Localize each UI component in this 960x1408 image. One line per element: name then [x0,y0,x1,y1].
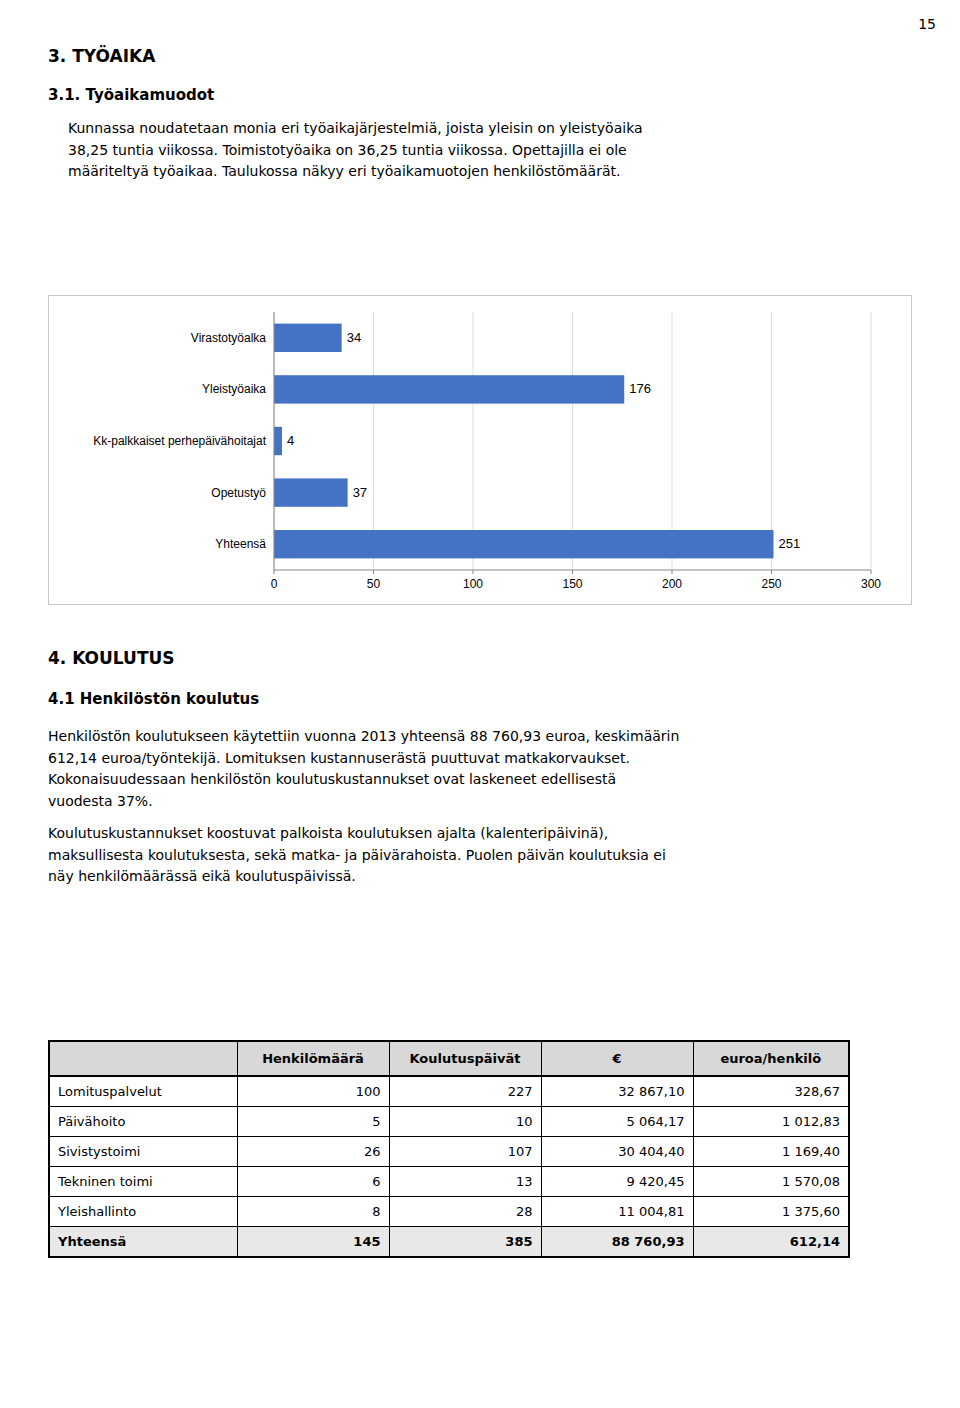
tick-label: 150 [562,577,582,591]
data-label: 34 [347,330,361,345]
table-cell: 1 012,83 [693,1107,849,1137]
table-cell: 8 [237,1197,389,1227]
grid-line [274,312,275,570]
tick-label: 200 [662,577,682,591]
body-text: Henkilöstön koulutukseen käytettiin vuon… [48,726,679,813]
tick-mark [672,570,673,574]
data-label: 37 [353,485,367,500]
chart-box: 0 50 100 150 200 250 300 251 37 4 176 34 Yhteensä Ope… [48,295,912,605]
table-cell: 385 [389,1227,541,1258]
body-text: Kunnassa noudatetaan monia eri työaikajä… [68,118,643,183]
tick-label: 100 [463,577,483,591]
table-cell: Yleishallinto [49,1197,237,1227]
section-title: 3. TYÖAIKA [48,46,155,66]
section-title: 4. KOULUTUS [48,648,175,668]
table-cell: 5 064,17 [541,1107,693,1137]
data-label: 176 [629,381,651,396]
table-row: Sivistystoimi2610730 404,401 169,40 [49,1137,849,1167]
table-header: Henkilömäärä [237,1041,389,1076]
table-cell: 1 169,40 [693,1137,849,1167]
table-cell: Tekninen toimi [49,1167,237,1197]
table-row: Yhteensä14538588 760,93612,14 [49,1227,849,1258]
table-cell: 10 [389,1107,541,1137]
subsection-title: 4.1 Henkilöstön koulutus [48,690,259,708]
body-text: Koulutuskustannukset koostuvat palkoista… [48,823,666,888]
table-cell: 1 375,60 [693,1197,849,1227]
bar [274,324,342,352]
tick-mark [373,570,374,574]
category-label: Kk-palkkaiset perhepäivähoitajat [93,434,266,448]
bar [274,375,624,403]
table-row: Yleishallinto82811 004,811 375,60 [49,1197,849,1227]
table-header: Koulutuspäivät [389,1041,541,1076]
data-table: HenkilömääräKoulutuspäivät€euroa/henkilö… [48,1040,850,1258]
data-label: 251 [778,536,800,551]
table-header-row: HenkilömääräKoulutuspäivät€euroa/henkilö [49,1041,849,1076]
bar [274,427,282,455]
bar [274,478,348,506]
table-row: Tekninen toimi6139 420,451 570,08 [49,1167,849,1197]
page-number: 15 [918,16,936,32]
category-label: Yleistyöaika [202,382,266,396]
table-cell: 32 867,10 [541,1076,693,1107]
category-label: Yhteensä [215,537,266,551]
table-cell: 9 420,45 [541,1167,693,1197]
table-cell: 6 [237,1167,389,1197]
table-header: euroa/henkilö [693,1041,849,1076]
table-cell: Sivistystoimi [49,1137,237,1167]
table-cell: Päivähoito [49,1107,237,1137]
tick-label: 50 [367,577,381,591]
table-cell: 26 [237,1137,389,1167]
category-label: Opetustyö [211,486,266,500]
table-cell: 328,67 [693,1076,849,1107]
tick-mark [572,570,573,574]
table-cell: 145 [237,1227,389,1258]
table-header [49,1041,237,1076]
bars [274,324,773,559]
table-cell: 227 [389,1076,541,1107]
table-cell: Lomituspalvelut [49,1076,237,1107]
tick-mark [274,570,275,574]
tick-mark [473,570,474,574]
grid-line [871,312,872,570]
bar [274,530,773,558]
tick-label: 0 [271,577,278,591]
bar-chart: 0 50 100 150 200 250 300 251 37 4 176 34 Yhteensä Ope… [49,296,911,604]
tick-mark [871,570,872,574]
table-cell: 5 [237,1107,389,1137]
tick-label: 250 [761,577,781,591]
data-label: 4 [287,433,294,448]
table-header: € [541,1041,693,1076]
grid [274,312,871,570]
table-row: Lomituspalvelut10022732 867,10328,67 [49,1076,849,1107]
tick-label: 300 [861,577,881,591]
x-axis [274,570,871,571]
table-cell: 88 760,93 [541,1227,693,1258]
table-cell: 11 004,81 [541,1197,693,1227]
tick-mark [771,570,772,574]
category-label: Virastotyöalka [191,331,266,345]
subsection-title: 3.1. Työaikamuodot [48,86,214,104]
table-row: Päivähoito5105 064,171 012,83 [49,1107,849,1137]
table-cell: 612,14 [693,1227,849,1258]
table-cell: 1 570,08 [693,1167,849,1197]
y-axis [274,312,275,570]
table-cell: 100 [237,1076,389,1107]
table-cell: 13 [389,1167,541,1197]
table-cell: 28 [389,1197,541,1227]
table-cell: 30 404,40 [541,1137,693,1167]
table-cell: Yhteensä [49,1227,237,1258]
table-cell: 107 [389,1137,541,1167]
